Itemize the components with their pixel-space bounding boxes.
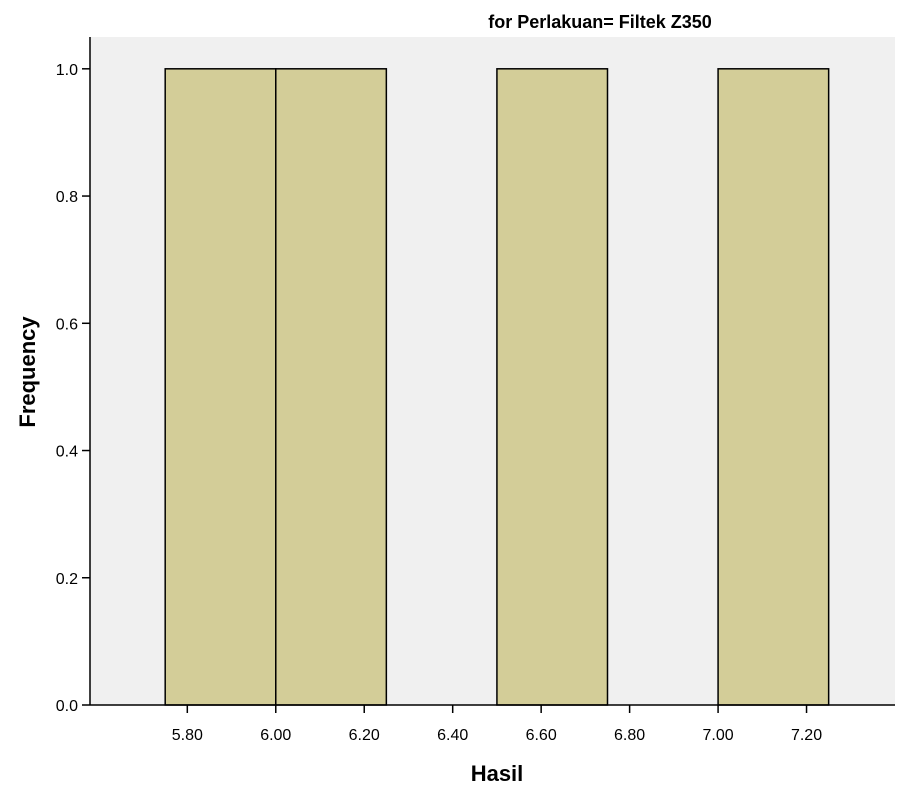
y-tick-label: 0.2 [56, 571, 78, 588]
histogram-bar-2 [496, 68, 609, 706]
x-tick-label: 6.40 [437, 727, 468, 744]
y-tick-label: 0.8 [56, 189, 78, 206]
y-tick-label: 0.4 [56, 444, 78, 461]
y-tick-label: 0.6 [56, 316, 78, 333]
y-ticks-group: 0.0 0.2 0.4 0.6 0.8 1.0 [56, 62, 90, 715]
x-axis-title: Hasil [471, 761, 524, 786]
x-tick-label: 6.80 [614, 727, 645, 744]
bars-group [164, 68, 830, 706]
y-tick-label: 1.0 [56, 62, 78, 79]
histogram-bar-0 [164, 68, 277, 706]
y-axis-title: Frequency [15, 316, 40, 428]
x-tick-label: 7.00 [703, 727, 734, 744]
x-ticks-group: 5.80 6.00 6.20 6.40 6.60 6.80 7.00 7.20 [172, 705, 822, 744]
x-tick-label: 6.60 [526, 727, 557, 744]
x-tick-label: 6.00 [260, 727, 291, 744]
x-tick-label: 6.20 [349, 727, 380, 744]
chart-title: for Perlakuan= Filtek Z350 [488, 12, 712, 32]
histogram-bar-3 [717, 68, 830, 706]
x-tick-label: 7.20 [791, 727, 822, 744]
y-tick-label: 0.0 [56, 698, 78, 715]
histogram-bar-1 [275, 68, 388, 706]
x-tick-label: 5.80 [172, 727, 203, 744]
